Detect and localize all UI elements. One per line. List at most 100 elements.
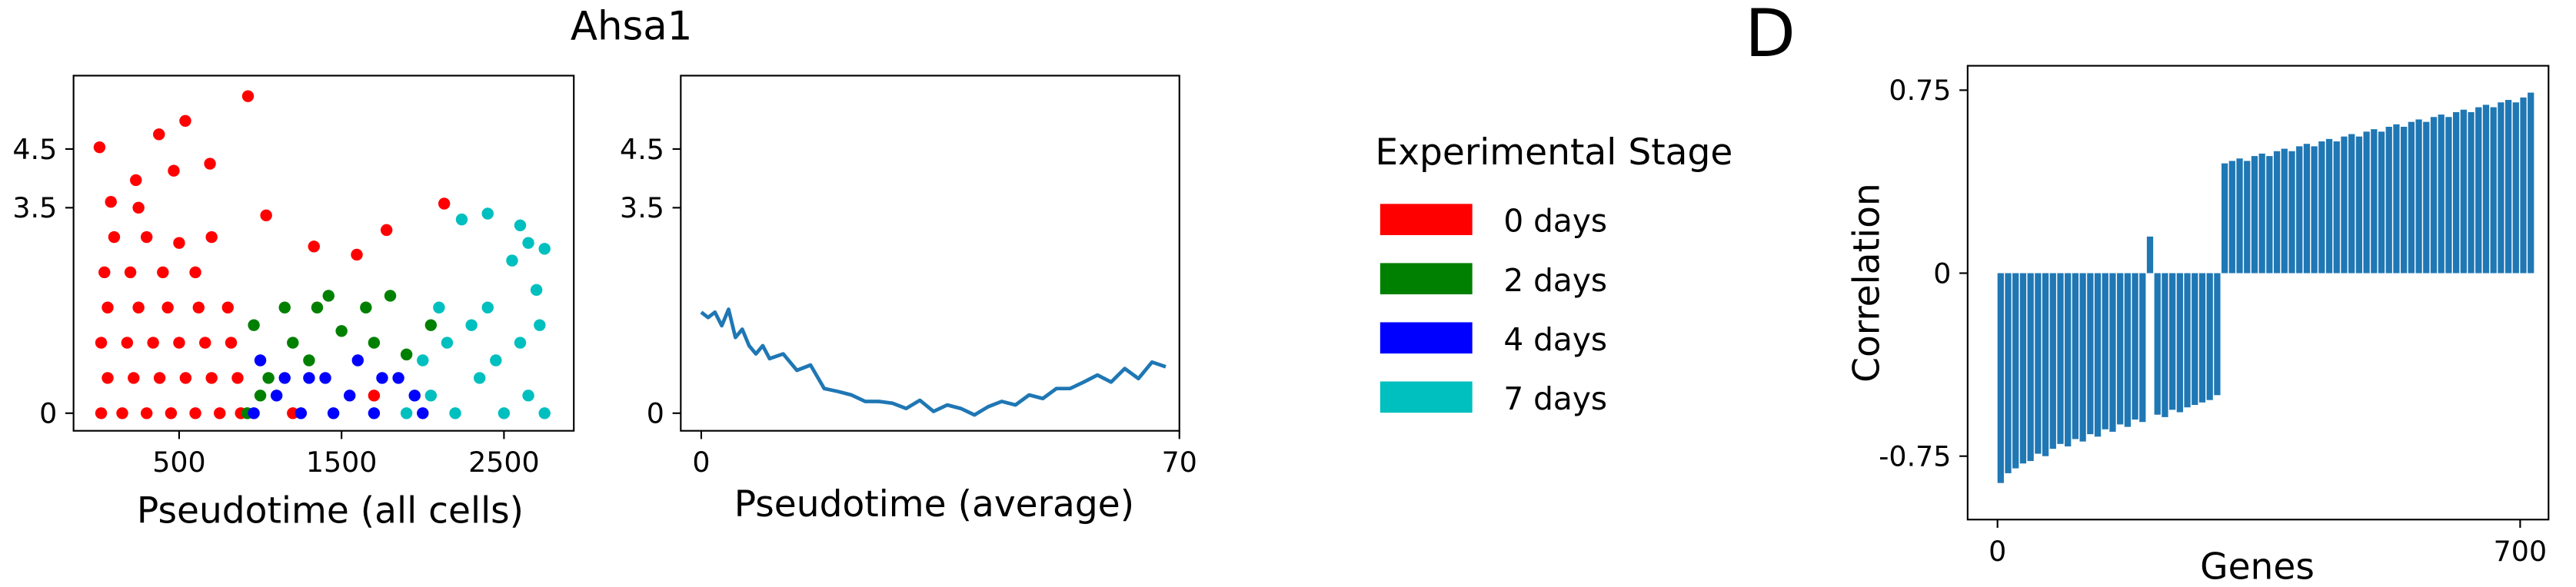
scatter-point — [351, 354, 364, 366]
scatter-point — [153, 128, 165, 141]
scatter-point — [384, 290, 397, 302]
scatter-point — [108, 230, 121, 244]
y-tick-label: 3.5 — [620, 191, 664, 224]
bar — [2401, 126, 2408, 274]
legend-swatch — [1380, 381, 1473, 413]
scatter-point — [424, 390, 438, 402]
scatter-point — [303, 354, 315, 366]
scatter-point — [262, 372, 275, 384]
scatter-point — [514, 337, 527, 349]
y-tick-label: 0 — [647, 397, 664, 430]
legend-label: 2 days — [1503, 262, 1607, 299]
bar — [2528, 92, 2534, 274]
scatter-point — [192, 301, 205, 313]
scatter-point — [179, 372, 192, 384]
y-axis-label: Correlation — [1845, 183, 1888, 383]
bar — [2408, 121, 2415, 274]
scatter-point — [204, 158, 216, 170]
bar — [2460, 109, 2467, 274]
scatter-point — [327, 407, 340, 420]
legend-label: 7 days — [1503, 380, 1607, 417]
scatter-point — [506, 254, 518, 267]
bar — [2139, 273, 2146, 423]
scatter-point — [438, 197, 451, 210]
scatter-point — [179, 114, 191, 127]
scatter-point — [254, 390, 267, 402]
scatter-point — [260, 209, 272, 221]
bar — [2244, 161, 2251, 274]
bar — [2169, 273, 2176, 410]
panel-label: D — [1745, 0, 1796, 72]
bar — [2221, 163, 2228, 274]
scatter-point — [221, 301, 235, 313]
bar — [2348, 134, 2355, 274]
y-tick-label: -0.75 — [1879, 440, 1951, 473]
scatter-point — [270, 390, 283, 402]
scatter-point — [303, 372, 315, 384]
scatter-point — [319, 372, 331, 384]
bar — [2445, 117, 2452, 274]
scatter-point — [173, 337, 185, 349]
scatter-point — [287, 407, 299, 420]
scatter-point — [189, 407, 201, 420]
x-tick-label: 70 — [1162, 446, 1197, 479]
bar — [2355, 136, 2363, 274]
y-tick-label: 4.5 — [12, 133, 57, 166]
scatter-point — [538, 407, 551, 420]
scatter-point — [417, 407, 429, 420]
scatter-point — [147, 337, 159, 349]
bar — [2072, 273, 2079, 439]
scatter-point — [128, 372, 140, 384]
x-tick-label: 700 — [2494, 535, 2547, 568]
scatter-point — [225, 337, 238, 349]
scatter-point — [474, 372, 486, 384]
bar — [2341, 136, 2348, 274]
x-tick-label: 500 — [152, 446, 205, 479]
scatter-point — [392, 372, 404, 384]
axes-frame — [680, 75, 1180, 432]
x-tick-label: 0 — [1989, 535, 2006, 568]
scatter-point — [360, 301, 372, 313]
bar — [2498, 102, 2504, 274]
x-tick-label: 0 — [692, 446, 710, 479]
bar — [2027, 273, 2034, 462]
bar — [2273, 151, 2281, 274]
scatter-point — [534, 319, 546, 331]
scatter-point — [278, 372, 291, 384]
scatter-point — [514, 219, 527, 231]
scatter-point — [140, 230, 153, 244]
scatter-point — [116, 407, 128, 420]
bar — [2049, 273, 2056, 449]
scatter-point — [168, 164, 180, 177]
scatter-point — [400, 348, 413, 361]
scatter-point — [368, 390, 381, 402]
scatter-point — [498, 407, 511, 420]
bar — [2184, 273, 2191, 408]
bar — [2438, 114, 2445, 274]
y-tick-label: 3.5 — [12, 191, 57, 224]
bar — [2206, 273, 2213, 400]
scatter-point — [98, 266, 111, 279]
bar — [2228, 161, 2235, 274]
axes-frame — [72, 75, 575, 432]
bar — [2520, 97, 2527, 274]
legend-swatch — [1380, 322, 1473, 354]
bar — [2258, 153, 2265, 274]
bar — [2176, 273, 2183, 413]
bar — [2154, 273, 2161, 415]
scatter-point — [368, 337, 381, 349]
scatter-point — [173, 237, 185, 249]
scatter-point — [424, 319, 438, 331]
scatter-point — [433, 301, 445, 313]
bar — [2065, 273, 2072, 446]
bar — [2333, 141, 2340, 274]
bar — [2468, 111, 2474, 274]
bar — [2371, 129, 2378, 274]
scatter-point — [351, 248, 363, 261]
scatter-point — [130, 174, 142, 187]
scatter-point — [95, 337, 108, 349]
scatter-point — [189, 266, 201, 279]
bar — [2512, 102, 2519, 274]
